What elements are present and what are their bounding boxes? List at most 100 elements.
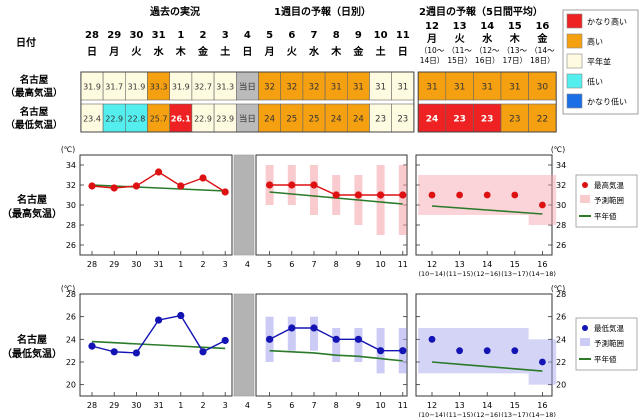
week2-cell-value: 22 [537,115,548,125]
day-number: 31 [152,30,166,41]
y-tick-left: 34 [66,161,76,170]
y-tick-right: 22 [556,358,566,367]
week2-data-point [428,335,436,343]
week2-data-point [511,347,519,355]
chart-label-city: 名古屋 [17,333,47,346]
day-number: 7 [311,30,318,41]
chart-panel-week2 [415,293,553,397]
table-cell-value: 31.3 [216,83,234,92]
week2-range-start: （13～ [503,46,528,55]
week2-x-range: (13−17) [501,411,528,417]
table-cell-value: 25 [309,115,320,125]
week2-day-number: 12 [425,21,439,32]
data-point [310,181,318,189]
day-number: 6 [288,30,295,41]
data-point [221,336,229,345]
normal-line-past [91,340,226,350]
table-cell-value: 31 [331,83,342,93]
week2-data-point [456,347,463,355]
day-number: 5 [266,30,273,41]
weekday: 日 [87,46,97,58]
week2-x-range: (13−17) [501,270,528,278]
x-tick: 5 [267,401,272,410]
legend-label: かなり高い [587,17,627,27]
week2-cell-value: 23 [481,115,494,125]
weekday: 日 [398,46,408,58]
weekday: 土 [220,45,230,58]
data-point [288,324,296,332]
week2-cell-bg [417,103,447,133]
y-tick-right: 34 [556,161,566,170]
data-point [221,188,229,196]
week2-cell-value: 31 [454,83,465,93]
legend-label: 低い [587,77,603,87]
data-point [199,348,207,356]
day-number: 2 [200,30,207,41]
section-past-title: 過去の実況 [149,5,200,18]
legend-swatch [566,53,583,69]
x-tick: 6 [289,401,294,410]
x-tick: 5 [267,260,272,269]
weekday: 木 [175,45,187,58]
week2-cell-bg [473,103,502,133]
week2-cell-value: 31 [426,83,437,93]
week2-x-tick: 16 [537,401,547,410]
week2-x-range: (12−16) [474,411,501,417]
chart-label-city: 名古屋 [17,193,47,206]
y-tick-right: 26 [556,313,566,322]
legend-swatch [566,73,583,89]
legend-marker [582,182,588,188]
weekday: 金 [352,45,364,58]
week2-x-range: (10−14) [418,411,445,417]
weekday: 日 [242,46,252,58]
week2-cell-value: 23 [509,115,520,125]
week2-x-range: (10−14) [418,270,445,278]
y-unit-left: (℃) [61,145,75,154]
x-tick: 4 [245,401,250,410]
forecast-range-bar [287,316,296,351]
table-frame [80,71,415,133]
weekday: 月 [264,46,275,58]
x-tick: 3 [223,260,228,269]
y-tick-right: 26 [556,241,566,250]
week2-range-end: 15日） [447,56,472,65]
y-tick-left: 22 [66,358,76,367]
data-point [354,191,362,199]
day-number: 28 [85,30,99,41]
data-point [177,182,185,190]
section-week1-title: 1週目の予報（日別） [274,5,371,18]
week2-range-start: （11～ [447,46,472,55]
week2-data-point [539,201,546,209]
week2-table-frame [417,71,557,133]
legend-range-swatch [580,195,590,203]
weekday: 木 [330,45,342,58]
week2-x-range: (14−18) [529,270,556,278]
legend-label: 平年並 [587,57,611,67]
weekday: 水 [153,45,165,58]
y-tick-right: 20 [556,381,566,390]
week2-cell-bg [528,71,557,101]
chart-today-gap [233,293,255,397]
legend-label: 最低気温 [594,323,624,333]
x-tick: 9 [356,401,361,410]
week2-day-number: 16 [535,21,549,32]
data-point [332,191,340,199]
week2-x-tick: 13 [455,401,465,410]
normal-line-week1 [269,349,403,362]
legend-swatch [566,33,583,49]
day-number: 3 [222,30,229,41]
data-point [199,174,207,182]
table-cell-value: 32 [286,83,297,93]
week2-weekday: 金 [536,32,548,45]
forecast-range-bar [310,165,318,215]
week2-x-range: (11−15) [446,411,473,417]
x-tick: 6 [289,260,294,269]
week2-range-end: 14日） [420,56,445,65]
y-unit-left: (℃) [61,284,75,293]
week2-cell-value: 30 [537,83,549,93]
week2-data-point [428,191,436,199]
x-tick: 2 [200,401,205,410]
x-tick: 9 [356,260,361,269]
week2-cell-value: 31 [481,83,492,93]
